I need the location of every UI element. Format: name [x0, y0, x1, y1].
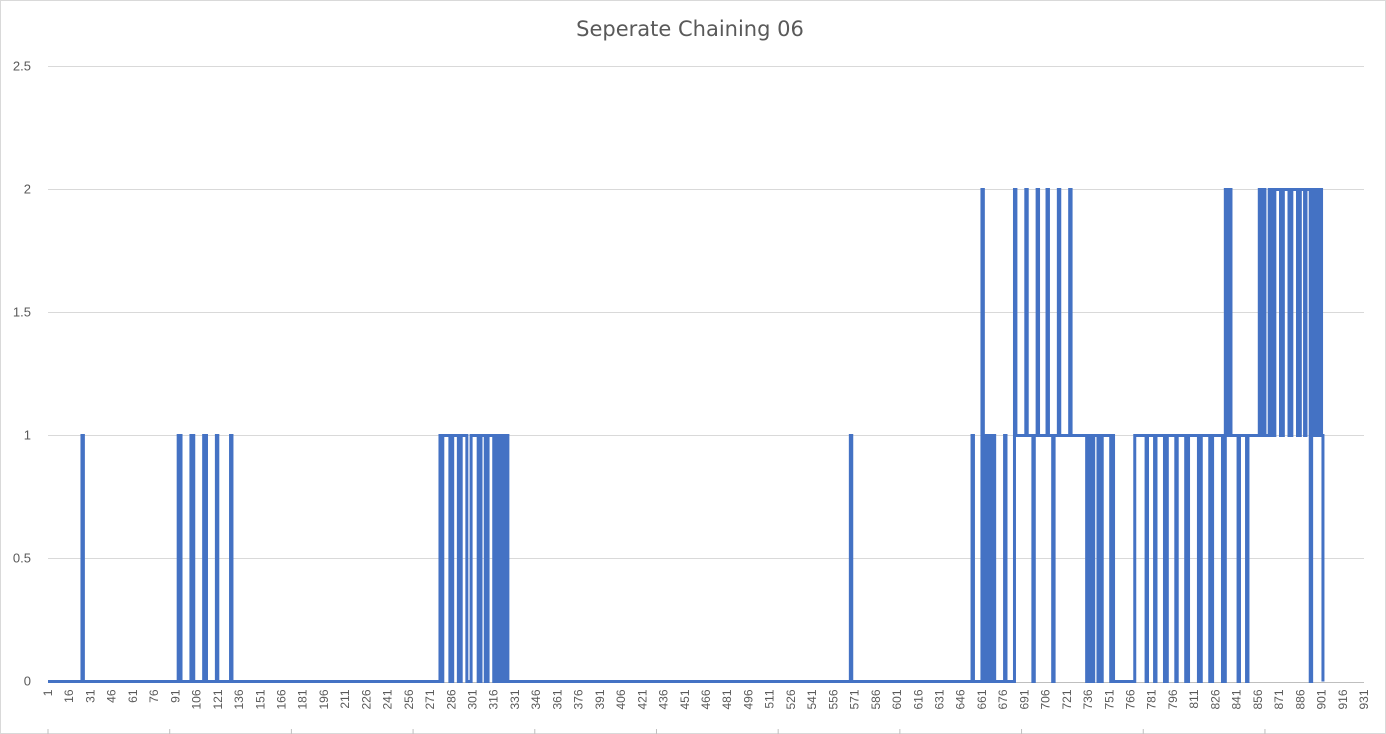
x-tick-label: 391 — [593, 689, 607, 709]
x-tick-label: 511 — [763, 689, 777, 708]
x-tick-label: 811 — [1187, 689, 1201, 708]
y-tick-label: 0 — [24, 674, 31, 689]
x-tick-label: 796 — [1166, 689, 1180, 709]
x-tick-label: 181 — [296, 689, 310, 709]
x-tick-label: 256 — [402, 689, 416, 709]
x-tick-label: 271 — [423, 689, 437, 709]
x-tick-label: 76 — [147, 689, 161, 703]
x-tick-label: 61 — [126, 689, 140, 703]
x-tick-label: 721 — [1060, 689, 1074, 709]
x-tick-label: 436 — [657, 689, 671, 709]
y-tick-label: 2 — [24, 182, 31, 197]
x-tick-label: 211 — [338, 689, 352, 708]
x-tick-label: 571 — [848, 689, 862, 709]
x-tick-label: 166 — [274, 689, 288, 709]
chart-title: Seperate Chaining 06 — [576, 17, 804, 41]
y-tick-label: 2.5 — [13, 59, 31, 74]
x-tick-label: 661 — [975, 689, 989, 709]
x-tick-label: 601 — [890, 689, 904, 709]
x-tick-label: 46 — [105, 689, 119, 703]
x-tick-label: 481 — [720, 689, 734, 709]
x-tick-label: 136 — [232, 689, 246, 709]
x-tick-label: 916 — [1336, 689, 1350, 709]
x-tick-label: 31 — [83, 689, 97, 703]
x-tick-label: 106 — [190, 689, 204, 709]
x-tick-label: 1 — [41, 689, 55, 696]
x-tick-label: 196 — [317, 689, 331, 709]
x-tick-label: 316 — [487, 689, 501, 709]
x-tick-label: 496 — [741, 689, 755, 709]
y-tick-label: 1.5 — [13, 305, 31, 320]
x-tick-label: 871 — [1272, 689, 1286, 709]
x-tick-label: 841 — [1230, 689, 1244, 709]
x-tick-label: 91 — [168, 689, 182, 703]
x-tick-label: 586 — [869, 689, 883, 709]
x-tick-label: 226 — [359, 689, 373, 709]
x-tick-label: 406 — [614, 689, 628, 709]
x-tick-label: 631 — [932, 689, 946, 709]
x-tick-label: 901 — [1315, 689, 1329, 709]
x-tick-label: 301 — [466, 689, 480, 709]
x-tick-label: 676 — [996, 689, 1010, 709]
x-tick-label: 241 — [381, 689, 395, 709]
x-tick-label: 466 — [699, 689, 713, 709]
x-tick-label: 331 — [508, 689, 522, 709]
x-tick-label: 616 — [911, 689, 925, 709]
x-tick-label: 346 — [529, 689, 543, 709]
x-tick-label: 121 — [211, 689, 225, 709]
y-axis-tick-labels: 0 0.5 1 1.5 2 2.5 — [13, 59, 31, 689]
x-tick-label: 736 — [1081, 689, 1095, 709]
y-tick-label: 1 — [24, 428, 31, 443]
x-tick-label: 646 — [954, 689, 968, 709]
x-tick-label: 931 — [1357, 689, 1371, 709]
x-tick-label: 421 — [635, 689, 649, 709]
x-tick-label: 286 — [444, 689, 458, 709]
x-axis-tick-labels: 1 16 31 46 61 76 91 106 121 136 151 166 181 196 211 226… — [41, 689, 1371, 709]
x-tick-label: 361 — [550, 689, 564, 709]
series-layer — [48, 188, 1325, 683]
x-tick-label: 826 — [1208, 689, 1222, 709]
x-tick-label: 766 — [1124, 689, 1138, 709]
y-tick-label: 0.5 — [13, 551, 31, 566]
x-tick-label: 16 — [62, 689, 76, 703]
x-tick-label: 526 — [784, 689, 798, 709]
x-tick-label: 886 — [1293, 689, 1307, 709]
x-tick-label: 151 — [253, 689, 267, 709]
x-tick-label: 751 — [1102, 689, 1116, 709]
x-tick-label: 556 — [826, 689, 840, 709]
x-tick-label: 451 — [678, 689, 692, 709]
x-tick-label: 781 — [1145, 689, 1159, 709]
x-tick-label: 856 — [1251, 689, 1265, 709]
series-line — [48, 188, 1325, 683]
x-tick-label: 706 — [1039, 689, 1053, 709]
x-tick-label: 541 — [805, 689, 819, 709]
x-tick-label: 691 — [1017, 689, 1031, 709]
x-tick-label: 376 — [572, 689, 586, 709]
